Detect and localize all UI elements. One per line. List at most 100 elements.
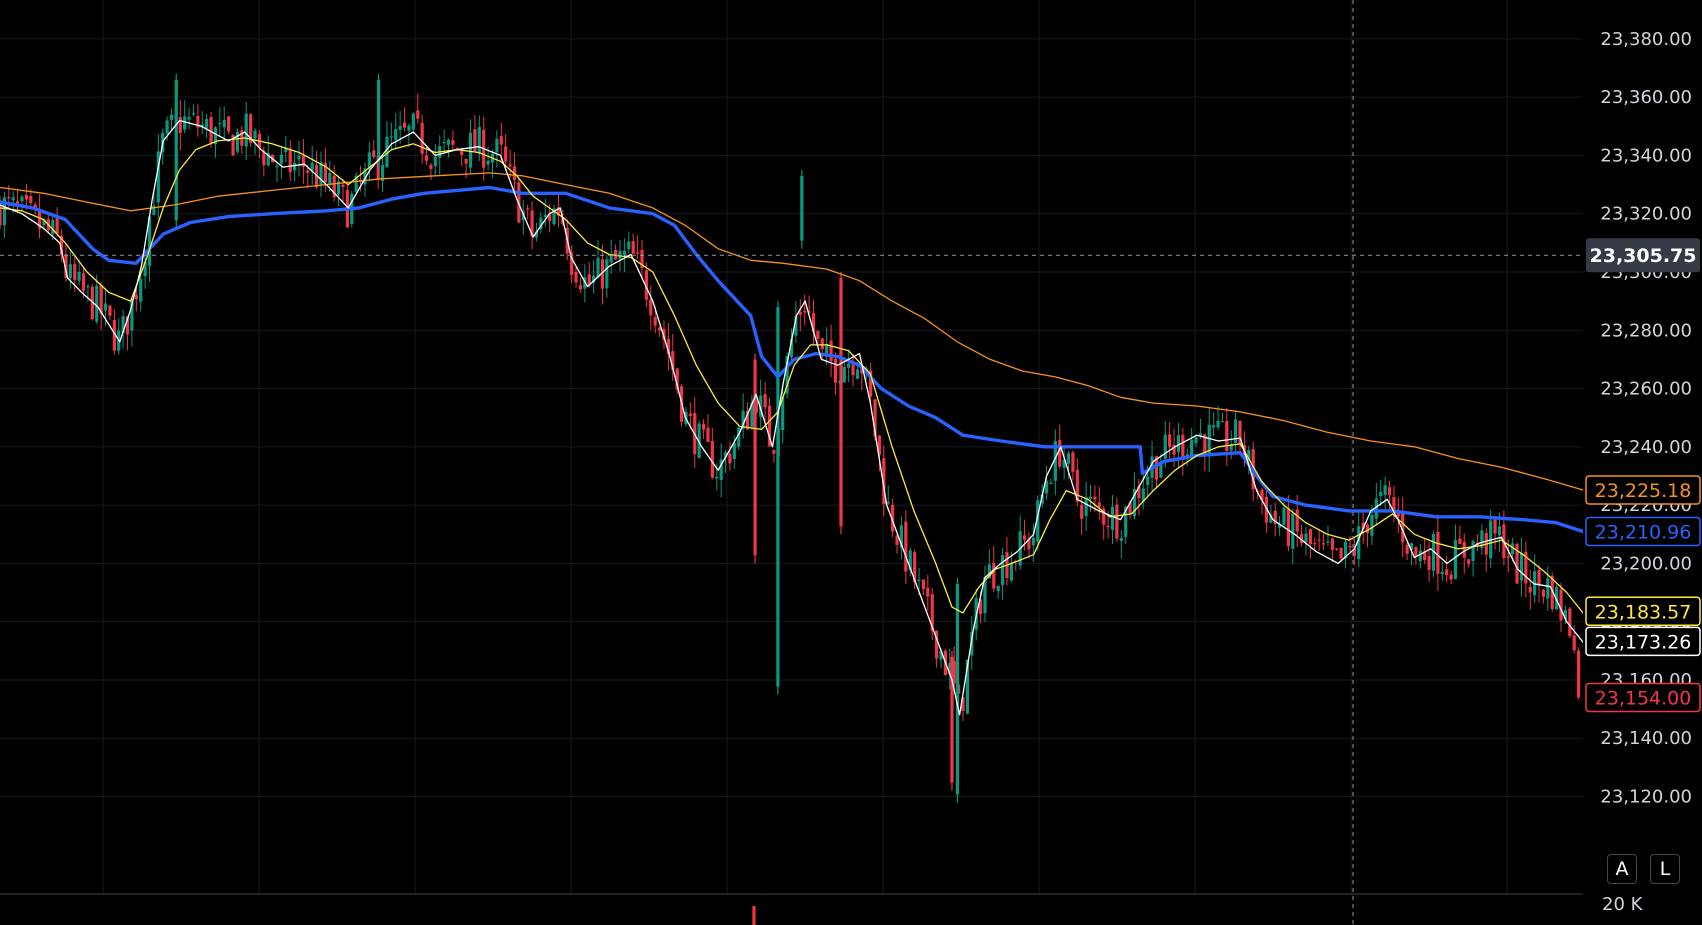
candle-body — [1277, 524, 1282, 528]
candle-body — [1040, 494, 1044, 504]
candle-body — [1449, 574, 1453, 580]
candle-body — [675, 368, 679, 390]
candle-body — [1247, 449, 1251, 461]
auto-scale-button[interactable]: A — [1607, 854, 1637, 884]
candle-body — [886, 501, 890, 504]
candle-body — [539, 217, 543, 230]
candle-body — [737, 427, 741, 447]
candle-body — [908, 550, 912, 570]
candle-body — [891, 504, 895, 532]
candle-body — [1559, 589, 1563, 621]
candle-body — [451, 140, 455, 145]
candle-body — [1058, 440, 1062, 467]
price-tick-label: 23,260.00 — [1600, 379, 1692, 400]
price-badge — [1585, 475, 1701, 505]
candle-body — [191, 113, 196, 115]
candle-body — [1273, 510, 1277, 524]
candle-body — [499, 136, 503, 145]
candle-body — [895, 535, 899, 545]
candle-body — [1225, 421, 1229, 451]
candle-body — [816, 330, 820, 339]
candle-body — [666, 338, 670, 355]
candle-body — [306, 170, 310, 173]
candle-body — [1326, 541, 1330, 543]
candle-body — [218, 123, 222, 125]
candle-body — [380, 164, 385, 182]
candle-body — [64, 254, 68, 278]
candle-body — [635, 252, 640, 254]
candle-body — [1031, 537, 1035, 546]
candle-body — [1436, 531, 1440, 574]
candle-body — [1102, 508, 1106, 525]
candle-body — [935, 630, 939, 659]
candle-body — [803, 310, 807, 313]
candle-body — [95, 285, 99, 322]
candle-body — [1524, 551, 1528, 584]
candle-body — [249, 114, 253, 143]
candle-body — [653, 317, 657, 326]
candle-body — [1357, 526, 1361, 560]
candle-body — [1409, 543, 1414, 551]
candle-body — [1308, 529, 1312, 545]
candle-body — [1291, 513, 1295, 549]
candle-body — [728, 453, 732, 464]
candle-body — [1533, 571, 1537, 596]
candle-body — [1550, 575, 1554, 610]
candle-body — [354, 175, 358, 192]
candle-body — [710, 441, 714, 478]
candle-body — [1212, 425, 1216, 428]
candle-body — [596, 257, 600, 278]
price-badges: 23,305.75 23,225.18 23,210.96 23,183.57 23,1… — [1585, 238, 1701, 713]
candle-body — [820, 338, 824, 350]
candle-body — [1506, 555, 1510, 558]
candle-body — [363, 168, 367, 185]
candle-body — [1546, 578, 1550, 599]
candle-body — [807, 311, 811, 313]
candle-body — [767, 405, 772, 447]
candle-body — [187, 117, 191, 120]
candle-body — [877, 435, 882, 455]
candle-body — [139, 278, 143, 302]
candle-body — [622, 250, 627, 255]
candle-body — [1181, 434, 1185, 460]
candle-body — [556, 207, 561, 216]
candle-body — [955, 583, 960, 795]
candle-body — [125, 316, 130, 335]
candle-body — [51, 219, 55, 235]
candle-body — [811, 313, 816, 332]
candle-body — [662, 329, 666, 340]
price-badge — [1585, 682, 1701, 713]
candle-body — [759, 395, 763, 417]
candle-body — [7, 197, 11, 199]
candle-body — [301, 155, 306, 167]
candle-body — [869, 370, 873, 397]
candle-body — [196, 116, 200, 128]
candle-body — [213, 127, 218, 145]
candle-body — [715, 476, 719, 479]
price-badge — [1585, 596, 1701, 627]
candle-body — [1022, 535, 1027, 540]
candle-body — [416, 110, 420, 119]
candle-body — [534, 231, 539, 238]
candle-body — [253, 130, 257, 139]
candle-body — [372, 150, 376, 158]
candle-body — [55, 216, 59, 234]
candle-body — [178, 117, 182, 133]
candle-body — [24, 194, 28, 200]
candle-body — [750, 402, 754, 427]
candle-body — [1088, 496, 1093, 499]
candle-body — [530, 210, 534, 237]
candle-body — [319, 162, 323, 185]
candle-body — [1352, 548, 1356, 557]
candle-body — [763, 394, 767, 408]
candle-body — [11, 197, 15, 201]
candle-body — [592, 275, 596, 284]
candle-body — [1154, 456, 1159, 480]
candle-body — [1132, 489, 1137, 517]
candle-body — [1304, 533, 1308, 542]
candle-body — [222, 119, 226, 128]
log-scale-button[interactable]: L — [1650, 854, 1680, 884]
candle-body — [719, 459, 723, 480]
candle-body — [1568, 608, 1572, 636]
